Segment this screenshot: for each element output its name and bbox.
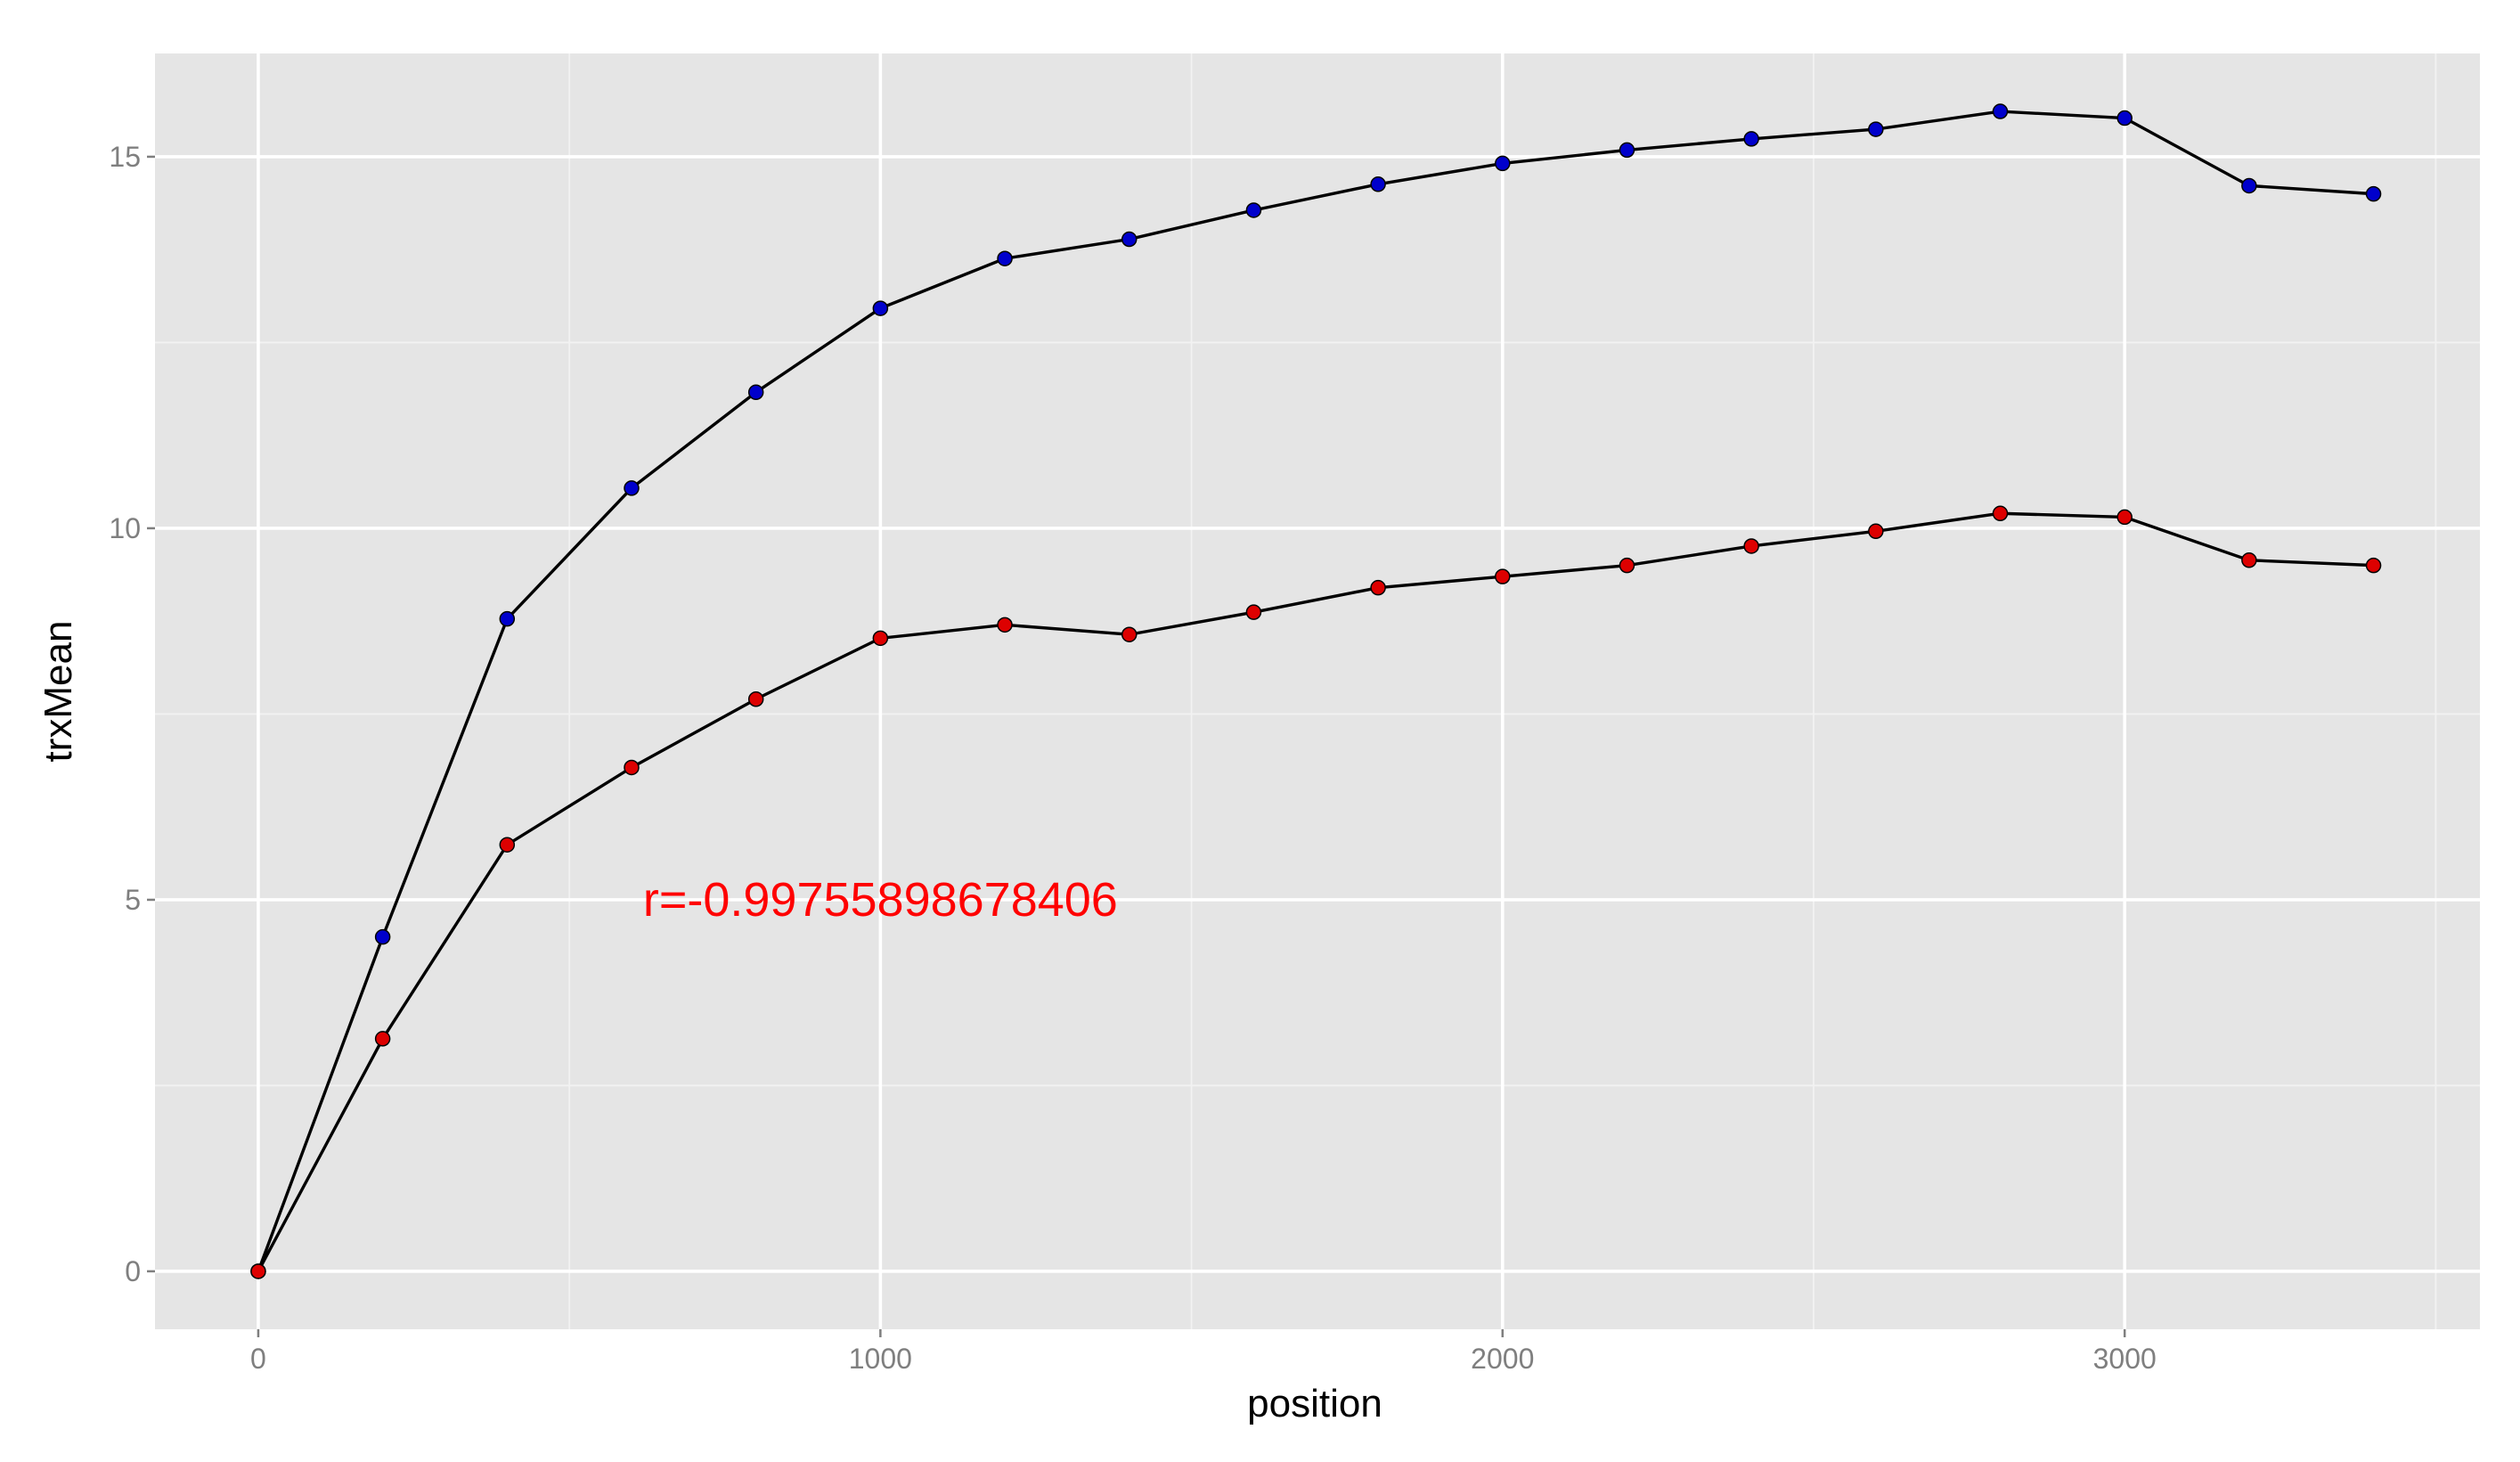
data-point xyxy=(1868,523,1884,540)
data-point xyxy=(1868,121,1884,137)
data-point xyxy=(1370,579,1386,596)
data-point xyxy=(499,610,516,627)
data-point xyxy=(499,837,516,853)
data-point xyxy=(2241,177,2257,194)
data-point xyxy=(1992,103,2009,119)
data-point xyxy=(624,480,640,496)
y-tick-label: 15 xyxy=(109,141,141,173)
data-point xyxy=(1245,202,1262,218)
data-point xyxy=(747,691,764,707)
data-point xyxy=(872,630,889,647)
x-tick-label: 1000 xyxy=(849,1343,912,1375)
data-point xyxy=(1743,131,1759,147)
data-point xyxy=(747,384,764,401)
data-point xyxy=(997,617,1013,633)
data-point xyxy=(1495,155,1511,172)
data-point xyxy=(1495,568,1511,584)
data-point xyxy=(997,250,1013,266)
data-point xyxy=(2116,509,2133,526)
data-point xyxy=(374,1031,391,1047)
x-tick-label: 2000 xyxy=(1471,1343,1534,1375)
y-tick-label: 0 xyxy=(125,1255,141,1287)
data-point xyxy=(1992,505,2009,522)
data-point xyxy=(1619,142,1635,159)
data-point xyxy=(2116,110,2133,127)
data-point xyxy=(872,300,889,316)
data-point xyxy=(374,928,391,945)
data-point xyxy=(1743,538,1759,554)
y-tick-label: 5 xyxy=(125,884,141,916)
data-point xyxy=(1121,231,1138,248)
data-point xyxy=(624,759,640,776)
data-point xyxy=(1121,626,1138,642)
y-tick-label: 10 xyxy=(109,512,141,544)
data-point xyxy=(250,1263,266,1279)
data-point xyxy=(1370,176,1386,192)
annotation: r=-0.99755898678406 xyxy=(643,873,1118,927)
data-point xyxy=(1245,604,1262,620)
series-line xyxy=(257,511,2374,1272)
x-tick-label: 3000 xyxy=(2093,1343,2157,1375)
plot-panel xyxy=(155,53,2480,1329)
y-axis-title: trxMean xyxy=(37,621,80,763)
data-point xyxy=(2365,185,2382,202)
series-line xyxy=(257,110,2374,1272)
data-point xyxy=(1619,557,1635,574)
x-tick-label: 0 xyxy=(250,1343,266,1375)
data-point xyxy=(2365,557,2382,574)
x-axis-title: position xyxy=(1247,1382,1382,1425)
data-point xyxy=(2241,552,2257,568)
